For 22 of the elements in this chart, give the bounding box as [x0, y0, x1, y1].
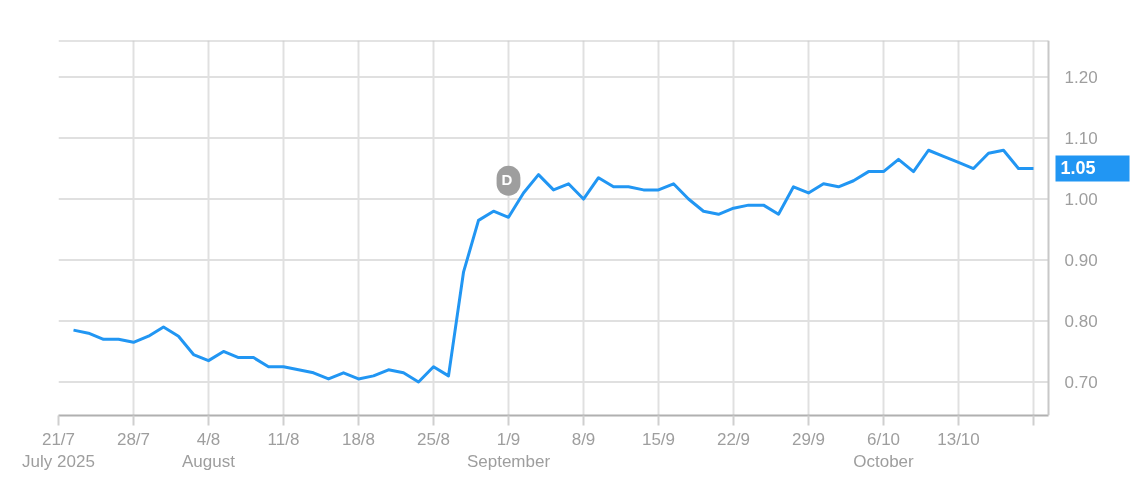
x-tick-label: 8/9: [571, 429, 596, 449]
y-tick-label: 0.80: [1064, 311, 1098, 331]
line-series: [72, 148, 1035, 384]
y-tick-label: 1.00: [1064, 190, 1098, 210]
x-tick-label: 1/9 September: [466, 429, 551, 472]
x-tick-label: 21/7 July 2025: [22, 429, 95, 472]
annotation: D: [501, 170, 513, 188]
x-tick-label: 29/9: [791, 429, 826, 449]
x-tick-label: 13/10: [937, 429, 980, 449]
x-tick-label: 4/8 August: [182, 429, 236, 472]
data-label: 1.05: [1060, 157, 1096, 178]
x-tick-label: 6/10 October: [853, 429, 915, 472]
x-tick-label: 15/9: [641, 429, 676, 449]
x-tick-label: 11/8: [267, 429, 300, 449]
x-tick-label: 18/8: [341, 429, 376, 449]
y-tick-label: 1.10: [1064, 129, 1098, 149]
y-tick-label: 1.20: [1064, 68, 1098, 88]
x-tick-label: 28/7: [116, 429, 151, 449]
y-tick-label: 0.70: [1064, 372, 1098, 392]
y-tick-label: 0.90: [1064, 251, 1098, 271]
x-tick-label: 25/8: [416, 429, 451, 449]
x-tick-label: 22/9: [716, 429, 751, 449]
